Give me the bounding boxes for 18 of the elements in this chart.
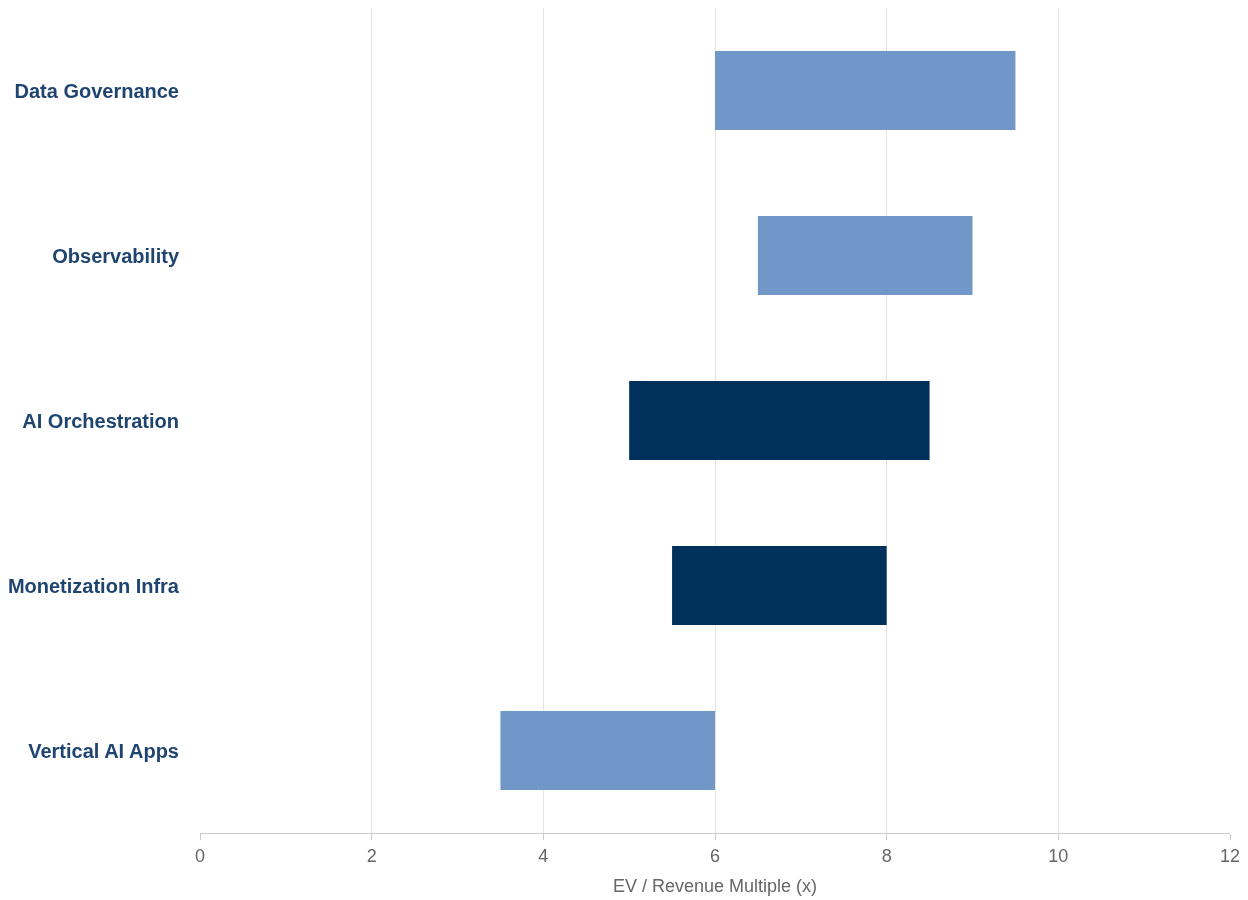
x-tick-label: 8 (881, 845, 892, 866)
bar (500, 710, 715, 791)
x-tick-label: 4 (538, 845, 549, 866)
x-tick-label: 10 (1048, 845, 1069, 866)
bar (629, 380, 930, 461)
x-tick-label: 2 (366, 845, 377, 866)
y-tick-label: Monetization Infra (7, 574, 180, 597)
x-tick-label: 12 (1219, 845, 1241, 866)
y-tick-label: Vertical AI Apps (28, 739, 179, 762)
bar (757, 215, 973, 296)
y-tick-label: Observability (52, 244, 180, 267)
x-tick-label: 0 (194, 845, 206, 866)
x-tick-label: 6 (709, 845, 721, 866)
x-axis-title: EV / Revenue Multiple (x) (612, 875, 818, 896)
bar (672, 545, 887, 626)
bar (715, 50, 1016, 131)
y-tick-label: Data Governance (14, 79, 179, 102)
y-tick-label: AI Orchestration (22, 409, 179, 432)
